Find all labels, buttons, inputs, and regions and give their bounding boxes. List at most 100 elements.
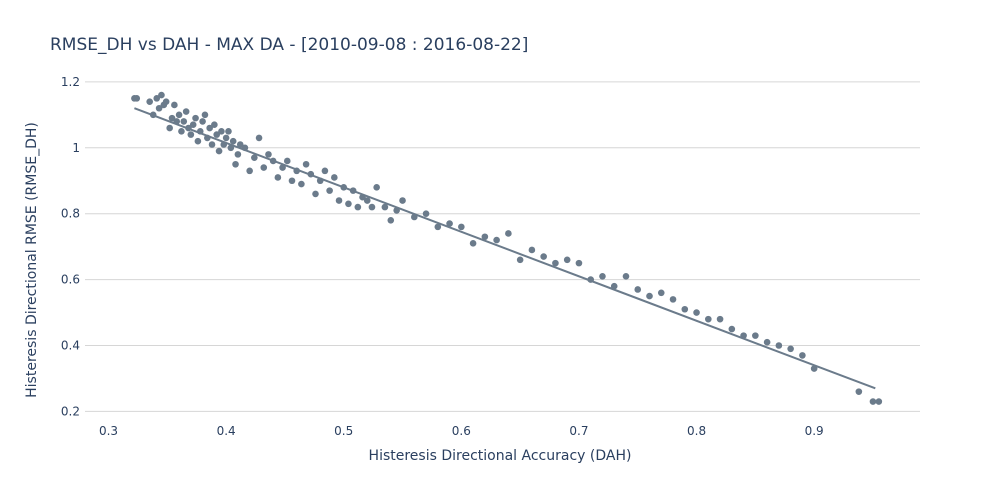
data-point bbox=[133, 95, 141, 102]
data-point bbox=[446, 220, 453, 227]
data-point bbox=[153, 95, 161, 102]
data-point bbox=[634, 286, 642, 293]
data-point bbox=[211, 121, 218, 129]
y-tick-label: 0.4 bbox=[61, 339, 80, 353]
data-point bbox=[458, 223, 465, 231]
data-point bbox=[208, 141, 216, 148]
data-point bbox=[516, 256, 524, 264]
x-tick-label: 0.6 bbox=[452, 424, 471, 438]
x-tick-label: 0.3 bbox=[99, 424, 118, 438]
data-point bbox=[681, 305, 689, 313]
data-point bbox=[434, 223, 442, 231]
trend-line bbox=[134, 107, 876, 390]
data-point bbox=[373, 184, 380, 191]
data-point bbox=[189, 121, 197, 129]
x-axis-ticks: 0.3 0.4 0.5 0.6 0.7 0.8 0.9 bbox=[99, 424, 824, 438]
data-point bbox=[288, 177, 296, 185]
data-point bbox=[194, 137, 202, 145]
data-point bbox=[705, 315, 712, 323]
data-point bbox=[799, 352, 806, 359]
y-tick-label: 0.8 bbox=[61, 207, 80, 221]
data-point bbox=[469, 240, 477, 247]
data-point bbox=[622, 273, 630, 280]
y-tick-label: 0.6 bbox=[61, 273, 80, 287]
data-point bbox=[693, 309, 700, 316]
data-point bbox=[312, 190, 319, 198]
data-point bbox=[368, 203, 376, 211]
data-point bbox=[528, 246, 536, 254]
data-point bbox=[752, 332, 759, 339]
data-point bbox=[158, 91, 165, 99]
data-point bbox=[345, 200, 352, 208]
data-point bbox=[166, 124, 173, 132]
data-point bbox=[182, 108, 190, 115]
x-tick-label: 0.4 bbox=[217, 424, 236, 438]
data-point bbox=[180, 118, 188, 125]
x-tick-label: 0.5 bbox=[334, 424, 353, 438]
data-point bbox=[540, 253, 547, 260]
data-point bbox=[657, 289, 665, 297]
data-point bbox=[669, 296, 677, 303]
data-point bbox=[283, 157, 291, 165]
x-tick-label: 0.9 bbox=[805, 424, 824, 438]
data-point bbox=[251, 154, 258, 161]
y-axis-ticks: 0.2 0.4 0.6 0.8 1 1.2 bbox=[61, 75, 80, 419]
data-point bbox=[716, 315, 724, 323]
data-point bbox=[387, 216, 395, 224]
data-point bbox=[326, 187, 333, 194]
data-point bbox=[178, 128, 185, 135]
data-point bbox=[265, 151, 272, 158]
x-tick-label: 0.7 bbox=[569, 424, 588, 438]
data-point bbox=[335, 197, 343, 204]
data-point bbox=[246, 167, 253, 175]
data-point bbox=[422, 210, 430, 217]
data-point bbox=[331, 174, 338, 181]
data-point bbox=[255, 134, 263, 142]
data-point bbox=[302, 160, 310, 168]
trend-line-group bbox=[134, 107, 876, 390]
data-point bbox=[234, 151, 242, 158]
data-point bbox=[192, 114, 199, 122]
data-point bbox=[222, 134, 230, 142]
data-point bbox=[229, 137, 237, 145]
y-tick-label: 1.2 bbox=[61, 75, 80, 89]
data-point bbox=[175, 111, 183, 119]
x-tick-label: 0.8 bbox=[687, 424, 706, 438]
data-point bbox=[493, 236, 500, 244]
gridlines bbox=[85, 81, 920, 412]
data-point bbox=[363, 197, 371, 204]
data-point bbox=[162, 98, 170, 105]
data-point bbox=[875, 398, 883, 405]
data-point bbox=[646, 292, 653, 300]
data-point bbox=[763, 338, 771, 346]
data-point bbox=[610, 282, 618, 290]
data-point bbox=[199, 118, 206, 125]
data-point bbox=[321, 167, 329, 175]
data-point bbox=[399, 197, 406, 204]
data-point bbox=[787, 345, 794, 353]
data-point bbox=[225, 128, 232, 135]
data-point bbox=[298, 180, 305, 188]
data-point bbox=[855, 388, 863, 395]
data-point bbox=[810, 365, 818, 372]
y-axis-title: Histeresis Directional RMSE (RMSE_DH) bbox=[24, 122, 40, 398]
data-point bbox=[218, 128, 225, 135]
data-point bbox=[728, 325, 736, 333]
data-point bbox=[869, 398, 877, 405]
data-point bbox=[236, 141, 244, 148]
data-point bbox=[213, 131, 221, 138]
data-point bbox=[599, 273, 606, 280]
data-point bbox=[505, 230, 512, 237]
y-tick-label: 0.2 bbox=[61, 404, 80, 418]
data-point bbox=[552, 259, 559, 267]
data-point bbox=[481, 233, 489, 241]
data-point bbox=[354, 203, 362, 211]
data-point bbox=[575, 259, 583, 267]
data-point bbox=[168, 114, 176, 122]
data-point bbox=[232, 160, 239, 168]
data-point bbox=[155, 104, 163, 112]
data-point bbox=[201, 111, 209, 119]
data-point bbox=[274, 174, 282, 181]
data-point bbox=[206, 124, 213, 132]
data-point bbox=[381, 203, 389, 211]
